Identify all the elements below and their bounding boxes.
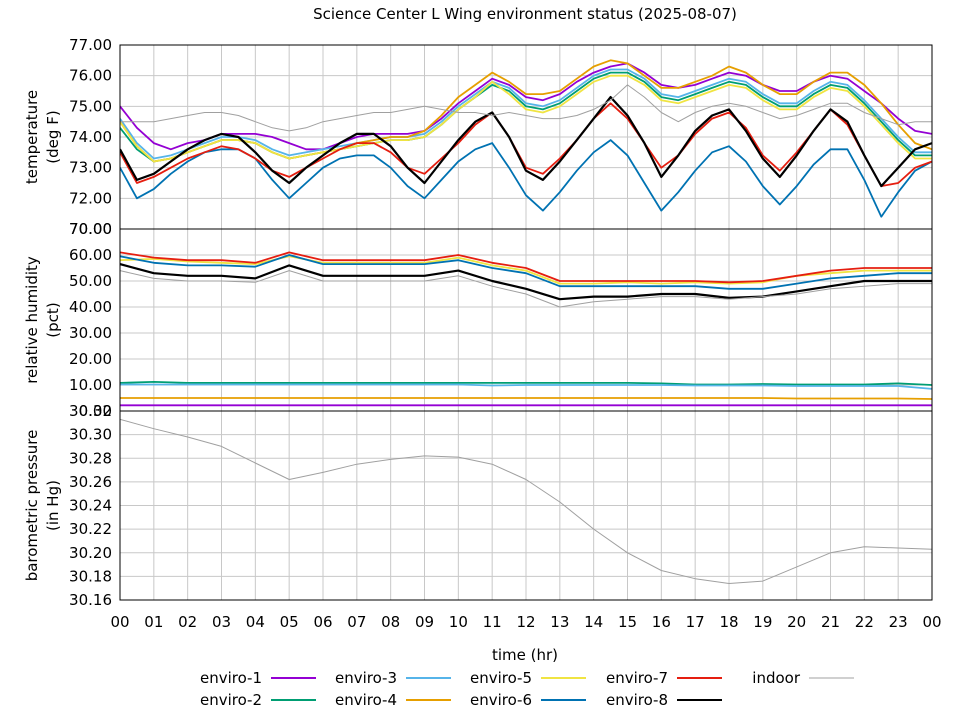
x-tick-label: 19 xyxy=(753,613,772,631)
y-tick-label: 72.00 xyxy=(69,189,112,207)
y-tick-label: 10.00 xyxy=(69,376,112,394)
x-tick-label: 01 xyxy=(144,613,163,631)
y-tick-label: 30.22 xyxy=(69,520,112,538)
x-tick-label: 12 xyxy=(516,613,535,631)
legend-label-enviro-7: enviro-7 xyxy=(606,669,668,687)
series-line-enviro-8 xyxy=(120,263,932,301)
x-tick-label: 23 xyxy=(889,613,908,631)
series-line-enviro-2 xyxy=(120,381,932,386)
y-tick-label: 50.00 xyxy=(69,272,112,290)
legend-label-enviro-6: enviro-6 xyxy=(470,691,532,709)
x-tick-label: 05 xyxy=(280,613,299,631)
y-tick-label: 30.00 xyxy=(69,324,112,342)
chart-title: Science Center L Wing environment status… xyxy=(313,5,737,23)
x-tick-label: 15 xyxy=(618,613,637,631)
y-tick-label: 60.00 xyxy=(69,246,112,264)
legend-label-enviro-5: enviro-5 xyxy=(470,669,532,687)
y-tick-label: 30.18 xyxy=(69,567,112,585)
x-tick-label: 16 xyxy=(652,613,671,631)
panel-1: 77.00 76.00 75.00 74.00 73.00 72.00 70.00 tempe… xyxy=(23,36,933,238)
series-line-enviro-3 xyxy=(120,383,932,390)
series-line-enviro-5 xyxy=(120,74,932,163)
y-tick-label: 30.26 xyxy=(69,473,112,491)
series-group xyxy=(120,59,932,218)
y-tick-label: 77.00 xyxy=(69,36,112,54)
y-tick-label: 30.32 xyxy=(69,402,112,420)
y-axis-label: barometric pressure xyxy=(23,430,41,582)
panel-frame xyxy=(119,410,933,601)
series-line-enviro-4 xyxy=(120,397,932,400)
x-tick-label: 21 xyxy=(821,613,840,631)
y-tick-label: 30.20 xyxy=(69,544,112,562)
y-axis-label: temperature xyxy=(23,90,41,184)
series-line-indoor xyxy=(120,418,932,584)
y-tick-label: 20.00 xyxy=(69,350,112,368)
series-line-enviro-8 xyxy=(120,96,932,188)
series-line-enviro-6 xyxy=(120,254,932,290)
y-tick-label: 74.00 xyxy=(69,128,112,146)
x-tick-label: 00 xyxy=(110,613,129,631)
x-tick-label: 22 xyxy=(855,613,874,631)
y-tick-label: 30.16 xyxy=(69,591,112,609)
legend-label-enviro-8: enviro-8 xyxy=(606,691,668,709)
y-axis-label: (deg F) xyxy=(44,110,62,163)
y-tick-label: 30.24 xyxy=(69,497,112,515)
x-tick-label: 07 xyxy=(347,613,366,631)
series-group xyxy=(120,251,932,407)
y-tick-label: 75.00 xyxy=(69,97,112,115)
x-tick-label: 13 xyxy=(550,613,569,631)
x-tick-label: 18 xyxy=(719,613,738,631)
y-tick-label: 76.00 xyxy=(69,67,112,85)
legend-label-enviro-2: enviro-2 xyxy=(200,691,262,709)
x-tick-label: 09 xyxy=(415,613,434,631)
series-line-indoor xyxy=(120,84,932,132)
legend-label-enviro-1: enviro-1 xyxy=(200,669,262,687)
y-tick-label: 0.00 xyxy=(79,402,112,420)
y-axis-label: relative humidity xyxy=(23,256,41,384)
y-axis-label: (pct) xyxy=(44,302,62,337)
x-tick-labels: 00 01 02 03 04 05 06 07 08 09 10 11 12 13 14 15 16 17 18 19… xyxy=(110,613,941,631)
y-tick-label: 40.00 xyxy=(69,298,112,316)
y-axis-label: (in Hg) xyxy=(44,480,62,531)
panel-3: 30.32 30.30 30.28 30.26 30.24 30.22 30.20 30.18… xyxy=(23,402,933,609)
x-tick-label: 04 xyxy=(246,613,265,631)
x-axis-label: time (hr) xyxy=(492,646,558,664)
y-tick-label: 70.00 xyxy=(69,220,112,238)
y-tick-label: 70.00 xyxy=(69,220,112,238)
x-tick-label: 10 xyxy=(449,613,468,631)
panel-2: 70.00 60.00 50.00 40.00 30.00 20.00 10.00 0.00 r… xyxy=(23,220,933,420)
x-tick-label: 17 xyxy=(686,613,705,631)
y-tick-label: 30.28 xyxy=(69,449,112,467)
y-tick-label: 73.00 xyxy=(69,159,112,177)
series-line-enviro-3 xyxy=(120,68,932,160)
x-tick-label: 14 xyxy=(584,613,603,631)
series-line-indoor xyxy=(120,270,932,308)
x-tick-label: 03 xyxy=(212,613,231,631)
x-tick-label: 00 xyxy=(922,613,941,631)
series-line-enviro-7 xyxy=(120,102,932,187)
x-tick-label: 20 xyxy=(787,613,806,631)
x-tick-label: 06 xyxy=(313,613,332,631)
x-tick-label: 02 xyxy=(178,613,197,631)
x-tick-label: 11 xyxy=(483,613,502,631)
series-group xyxy=(120,418,932,584)
legend: enviro-1 enviro-2 enviro-3 enviro-4 enviro-5… xyxy=(200,669,854,709)
x-tick-label: 08 xyxy=(381,613,400,631)
legend-label-enviro-4: enviro-4 xyxy=(335,691,397,709)
series-line-enviro-7 xyxy=(120,251,932,284)
series-line-enviro-1 xyxy=(120,62,932,151)
legend-label-enviro-3: enviro-3 xyxy=(335,669,397,687)
legend-label-indoor: indoor xyxy=(752,669,801,687)
y-tick-label: 30.30 xyxy=(69,426,112,444)
